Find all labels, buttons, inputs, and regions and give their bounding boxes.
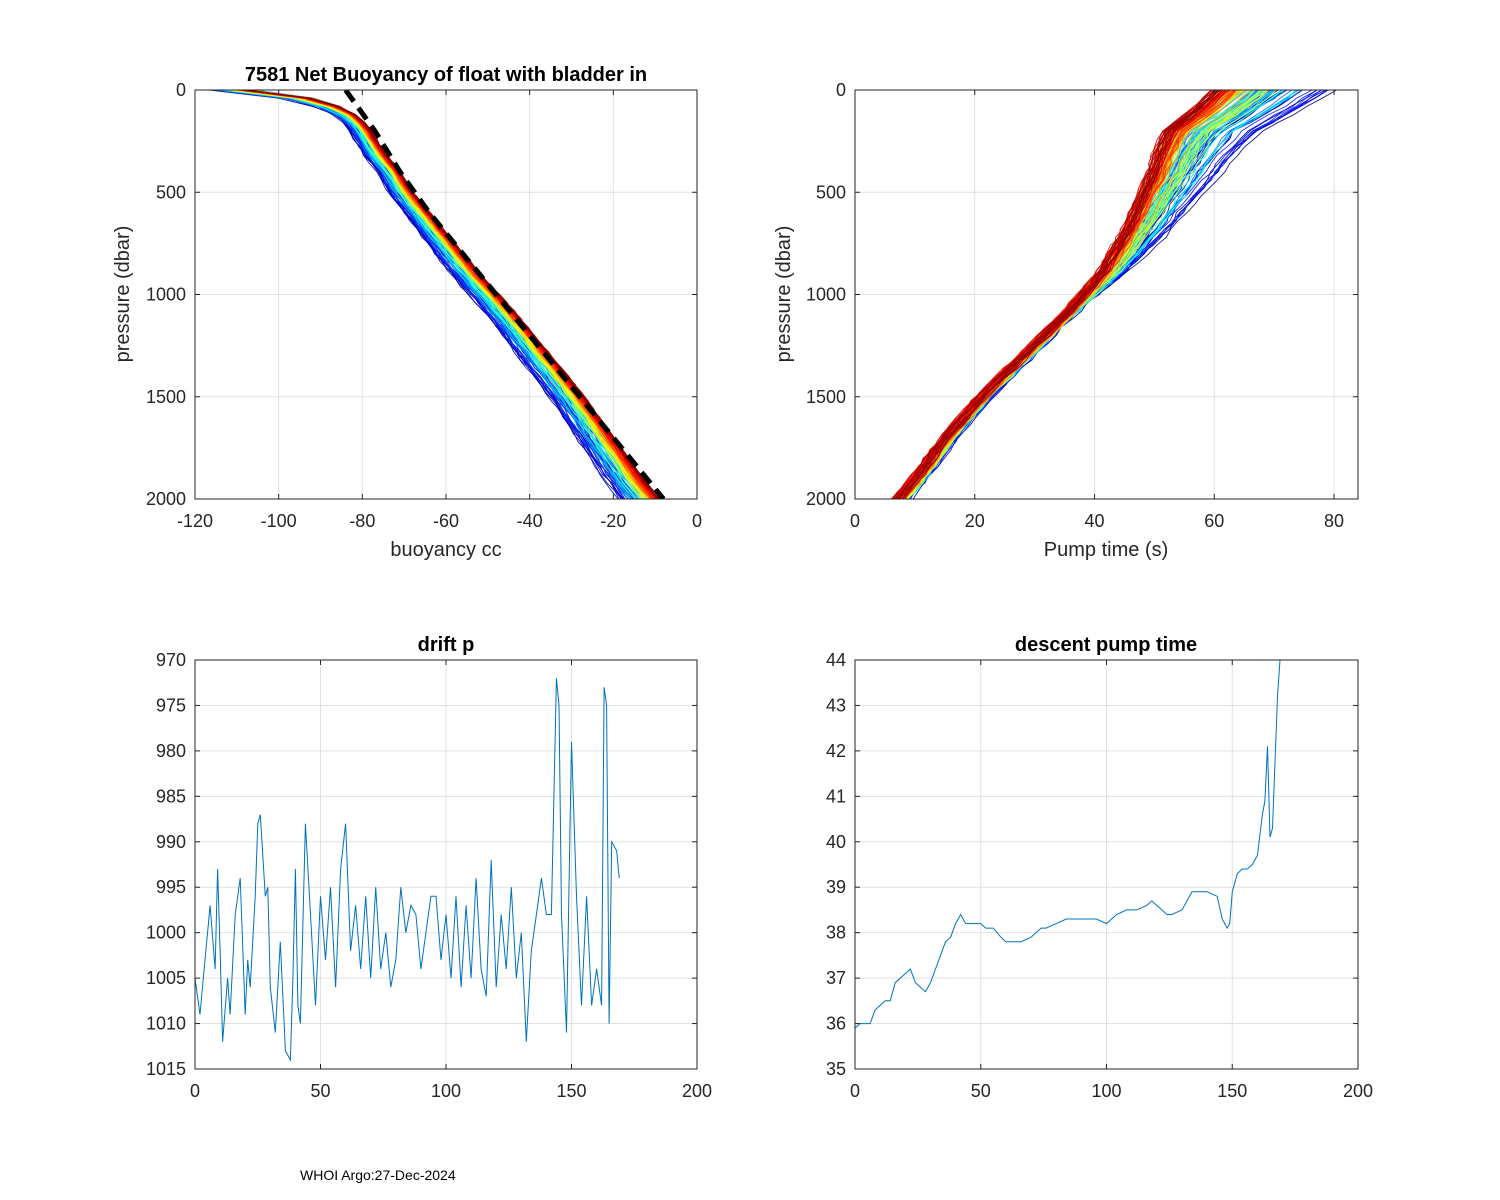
descent-xtick-label: 0 [850,1081,860,1101]
pump-profile-line [904,90,1221,499]
drift-ytick-label: 990 [156,832,186,852]
descent-series-line [855,660,1281,1029]
pump-ytick-label: 500 [816,182,846,202]
descent-series [855,660,1281,1029]
buoyancy-ytick-label: 1000 [146,285,186,305]
pump-ytick-label: 1000 [806,285,846,305]
pump-xtick-label: 20 [965,511,985,531]
pump-ytick-label: 2000 [806,489,846,509]
buoyancy-title: 7581 Net Buoyancy of float with bladder … [245,64,647,86]
drift-ytick-label: 1000 [146,923,186,943]
pump-xlabel: Pump time (s) [1044,539,1168,561]
pump-profile-line [897,90,1215,499]
descent-xtick-label: 50 [971,1081,991,1101]
buoyancy-ylabel: pressure (dbar) [112,226,134,363]
buoyancy-profile-line [222,90,626,499]
descent-xtick-label: 200 [1343,1081,1373,1101]
drift-ytick-label: 995 [156,877,186,897]
buoyancy-profile-line [239,90,645,499]
buoyancy-reference-line [343,90,666,499]
buoyancy-profile-line [228,90,636,499]
drift-ytick-label: 975 [156,695,186,715]
buoyancy-xlabel: buoyancy cc [390,539,501,561]
descent-ytick-label: 40 [826,832,846,852]
buoyancy-ytick-label: 500 [156,182,186,202]
drift-ytick-label: 985 [156,786,186,806]
drift-ytick-label: 980 [156,741,186,761]
drift-xtick-label: 150 [556,1081,586,1101]
descent-ytick-label: 43 [826,695,846,715]
pump-ticks: 0 20 40 60 80 0 500 1000 1500 2000 [806,80,1358,531]
pump-profile-line [892,90,1212,499]
drift-ticks: 0 50 100 150 200 970 975 980 985 990 995 1000 1005 10… [146,650,712,1101]
descent-ytick-label: 38 [826,923,846,943]
descent-panel: 0 50 100 150 200 35 36 37 38 39 40 41 42 43 44 descent… [826,634,1373,1101]
buoyancy-xtick-label: 0 [692,511,702,531]
buoyancy-profile-line [221,90,619,499]
buoyancy-ytick-label: 0 [176,80,186,100]
descent-ytick-label: 37 [826,968,846,988]
buoyancy-xtick-label: -100 [261,511,297,531]
pump-ytick-label: 1500 [806,387,846,407]
reference-dashed-line [343,90,666,499]
pump-ylabel: pressure (dbar) [773,226,795,363]
buoyancy-xtick-label: -60 [433,511,459,531]
buoyancy-xtick-label: -20 [600,511,626,531]
pump-profile-line [897,90,1217,499]
buoyancy-profile-line [239,90,631,499]
descent-title: descent pump time [1015,634,1197,656]
drift-xtick-label: 100 [431,1081,461,1101]
drift-ytick-label: 1015 [146,1059,186,1079]
descent-grid [855,660,1358,1069]
pump-profiles [890,90,1337,499]
buoyancy-ytick-label: 2000 [146,489,186,509]
drift-series-line [195,678,620,1062]
pump-xtick-label: 80 [1324,511,1344,531]
descent-ytick-label: 35 [826,1059,846,1079]
pump-profile-line [898,90,1217,499]
drift-ytick-label: 1005 [146,968,186,988]
footer-stamp: WHOI Argo:27-Dec-2024 [300,1167,456,1183]
pump-xtick-label: 0 [850,511,860,531]
pump-grid [855,90,1358,499]
buoyancy-profile-line [248,90,620,499]
drift-title: drift p [418,634,475,656]
descent-xtick-label: 100 [1091,1081,1121,1101]
descent-ytick-label: 41 [826,786,846,806]
pump-profile-line [907,90,1267,499]
buoyancy-grid [195,90,697,499]
drift-xtick-label: 200 [682,1081,712,1101]
drift-panel: 0 50 100 150 200 970 975 980 985 990 995 1000 1005 10… [146,634,712,1101]
descent-ticks: 0 50 100 150 200 35 36 37 38 39 40 41 42 43 44 [826,650,1373,1101]
descent-ytick-label: 42 [826,741,846,761]
drift-grid [195,660,697,1069]
pump-xtick-label: 60 [1204,511,1224,531]
buoyancy-xtick-label: -80 [349,511,375,531]
drift-xtick-label: 50 [310,1081,330,1101]
descent-xtick-label: 150 [1217,1081,1247,1101]
drift-ytick-label: 970 [156,650,186,670]
buoyancy-xtick-label: -40 [517,511,543,531]
descent-ytick-label: 39 [826,877,846,897]
buoyancy-panel: -120 -100 -80 -60 -40 -20 0 0 500 1000 1500 2000 75… [112,64,702,561]
pump-ytick-label: 0 [836,80,846,100]
drift-series [195,678,620,1062]
drift-ytick-label: 1010 [146,1014,186,1034]
pump-xtick-label: 40 [1085,511,1105,531]
descent-ytick-label: 36 [826,1014,846,1034]
drift-xtick-label: 0 [190,1081,200,1101]
buoyancy-ticks: -120 -100 -80 -60 -40 -20 0 0 500 1000 1500 2000 [146,80,702,531]
buoyancy-ytick-label: 1500 [146,387,186,407]
buoyancy-xtick-label: -120 [177,511,213,531]
descent-ytick-label: 44 [826,650,846,670]
